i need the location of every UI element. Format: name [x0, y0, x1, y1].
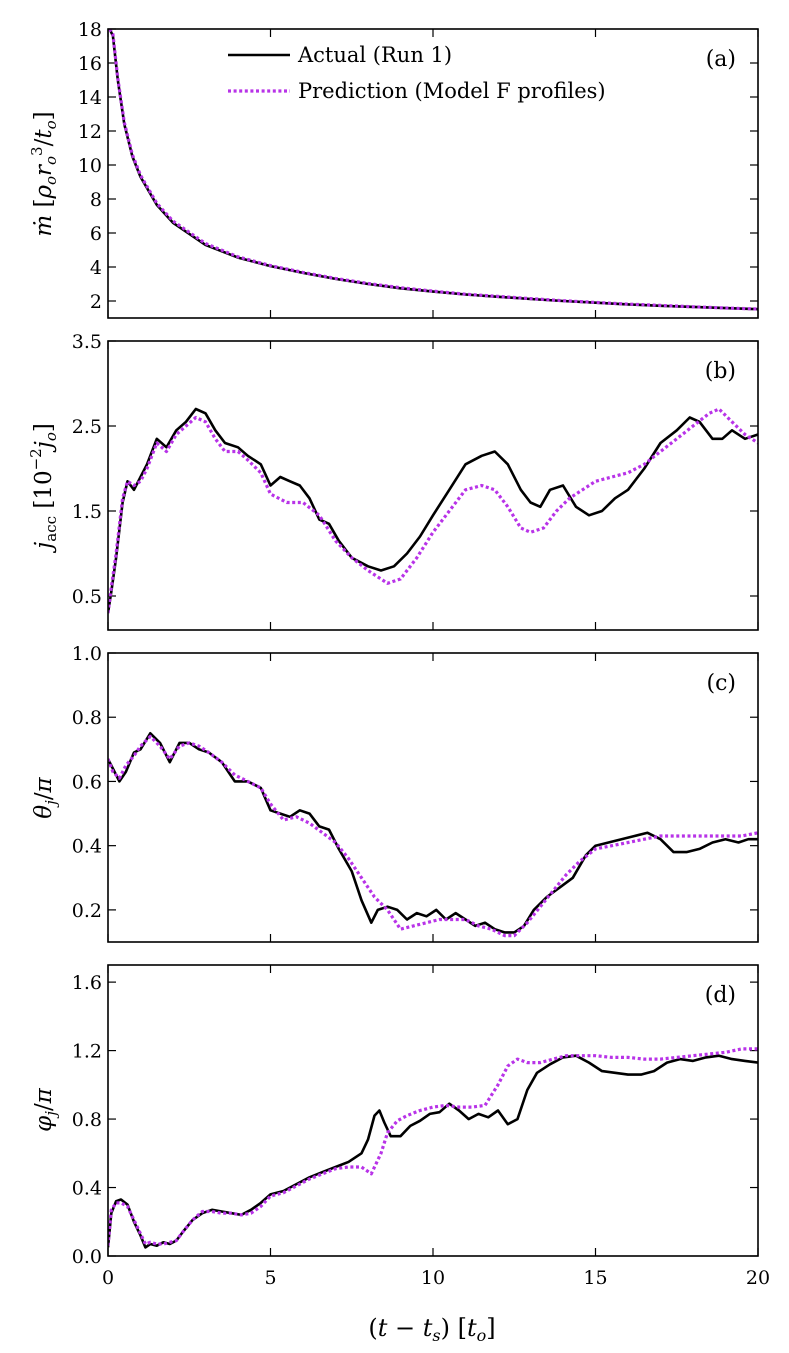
panel-label-c: (c)	[707, 671, 737, 696]
xtick-label: 5	[264, 1267, 276, 1289]
prediction-line-d	[108, 1047, 758, 1246]
ytick-label: 0.0	[72, 1246, 102, 1268]
y-axis-labels: ṁ [ρoro3/to] jacc [10−2jo] θj/π φj/π	[27, 111, 60, 1131]
actual-line-d	[108, 1054, 758, 1249]
ytick-label: 1.0	[72, 643, 102, 665]
ytick-label: 18	[78, 19, 102, 41]
ylabel-d: φj/π	[31, 1087, 60, 1132]
ytick-label: 0.4	[72, 836, 102, 858]
plot-frame	[107, 652, 759, 943]
panel-a: 2 4 6 8 10 12 14 16 18 (a)	[78, 19, 759, 319]
panel-d: 0.0 0.4 0.8 1.2 1.6 0 5 10 15 20 (d)	[72, 964, 770, 1289]
actual-line-b	[108, 407, 758, 614]
ytick-label: 1.2	[72, 1041, 102, 1063]
ytick-label: 6	[90, 223, 102, 245]
legend: Actual (Run 1) Prediction (Model F profi…	[228, 43, 606, 103]
ytick-label: 2	[90, 291, 102, 313]
ytick-label: 1.6	[72, 972, 102, 994]
ytick-label: 3.5	[72, 331, 102, 353]
ytick-label: 1.5	[72, 501, 102, 523]
prediction-line-c	[108, 734, 758, 938]
ytick-label: 10	[78, 155, 102, 177]
ytick-label: 0.6	[72, 771, 102, 793]
ytick-label: 0.2	[72, 900, 102, 922]
actual-line-a	[108, 29, 758, 311]
ylabel-c: θj/π	[31, 776, 60, 818]
ytick-label: 2.5	[72, 416, 102, 438]
xtick-label: 0	[102, 1267, 114, 1289]
ylabel-a: ṁ [ρoro3/to]	[28, 111, 60, 236]
prediction-line-a	[108, 29, 758, 311]
ytick-label: 8	[90, 189, 102, 211]
plot-frame	[107, 964, 759, 1257]
ytick-label: 0.5	[72, 586, 102, 608]
ytick-label: 12	[78, 121, 102, 143]
actual-line-c	[108, 731, 758, 934]
xtick-label: 20	[746, 1267, 770, 1289]
legend-prediction-label: Prediction (Model F profiles)	[298, 79, 606, 103]
prediction-line-b	[108, 407, 758, 614]
legend-actual-label: Actual (Run 1)	[297, 43, 452, 67]
xtick-label: 15	[583, 1267, 607, 1289]
xtick-label: 10	[421, 1267, 445, 1289]
ytick-label: 0.8	[72, 1109, 102, 1131]
plot-frame	[107, 340, 759, 631]
panel-label-d: (d)	[705, 983, 736, 1008]
ylabel-b: jacc [10−2jo]	[27, 423, 60, 554]
ytick-label: 4	[90, 257, 102, 279]
ytick-label: 0.4	[72, 1178, 102, 1200]
panel-c: 0.2 0.4 0.6 0.8 1.0 (c)	[72, 643, 759, 943]
ytick-label: 0.8	[72, 707, 102, 729]
x-axis-label: (t − ts) [to]	[368, 1314, 495, 1345]
panel-label-a: (a)	[706, 47, 736, 72]
panel-b: 0.5 1.5 2.5 3.5 (b)	[72, 331, 759, 631]
ytick-label: 16	[78, 53, 102, 75]
panel-label-b: (b)	[705, 359, 736, 384]
plot-frame	[107, 28, 759, 319]
ytick-label: 14	[78, 87, 102, 109]
